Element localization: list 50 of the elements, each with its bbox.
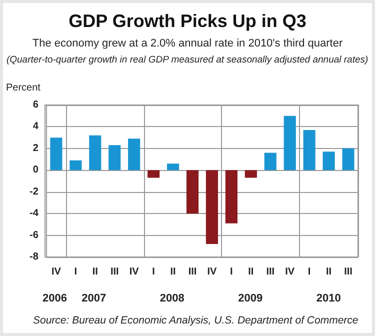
bar xyxy=(108,145,121,170)
y-tick-label: 0 xyxy=(32,164,39,176)
chart-subtitle: The economy grew at a 2.0% annual rate in 2010's third quarter xyxy=(32,38,343,50)
x-tick-label: I xyxy=(308,266,311,278)
x-tick-label: I xyxy=(74,266,78,278)
x-tick-label: II xyxy=(326,266,332,278)
bar xyxy=(128,138,140,170)
bar xyxy=(186,170,199,214)
x-tick-label: IV xyxy=(207,266,218,278)
bar xyxy=(50,138,62,170)
bar xyxy=(303,130,316,170)
x-tick-label: I xyxy=(230,266,234,278)
x-tick-label: II xyxy=(248,266,254,278)
y-tick-label: 2 xyxy=(32,142,39,154)
bar xyxy=(89,135,102,170)
y-tick-label: 6 xyxy=(32,100,39,110)
source-note: Source: Bureau of Economic Analysis, U.S. Department of Commerce xyxy=(33,314,358,326)
x-tick-label: II xyxy=(92,266,98,278)
bar xyxy=(244,170,257,178)
bar xyxy=(284,116,296,170)
bar xyxy=(342,148,354,170)
x-tick-label: IV xyxy=(129,266,140,278)
bar xyxy=(166,164,180,170)
bar xyxy=(264,152,276,170)
bar xyxy=(206,170,218,244)
x-tick-label: III xyxy=(188,266,197,278)
x-tick-label: III xyxy=(110,266,119,278)
x-tick-label: I xyxy=(152,266,156,278)
text: 2007 xyxy=(82,292,106,304)
text: 2009 xyxy=(238,292,263,304)
text: (Quarter-to-quarter growth in real GDP measured at seasonally adjusted annual rates) xyxy=(6,54,368,66)
x-tick-label: II xyxy=(170,266,176,278)
y-tick-label: -2 xyxy=(30,186,39,198)
x-tick-label: III xyxy=(266,266,275,278)
text: 2008 xyxy=(160,292,184,304)
bar xyxy=(148,170,160,178)
x-tick-label: IV xyxy=(51,266,62,278)
bar xyxy=(225,170,238,224)
y-tick-label: 4 xyxy=(32,121,39,132)
text: 2006 xyxy=(42,292,68,304)
y-tick-label: -4 xyxy=(30,208,39,220)
text: 2010 xyxy=(316,292,341,304)
chart-title: GDP Growth Picks Up in Q3 xyxy=(68,11,306,31)
x-tick-label: IV xyxy=(285,266,295,278)
x-tick-label: III xyxy=(344,266,353,278)
bar xyxy=(322,152,335,170)
bar xyxy=(70,160,82,170)
y-tick-label: -6 xyxy=(30,230,39,241)
y-tick-label: -8 xyxy=(30,252,39,262)
y-axis-title: Percent xyxy=(6,82,41,94)
